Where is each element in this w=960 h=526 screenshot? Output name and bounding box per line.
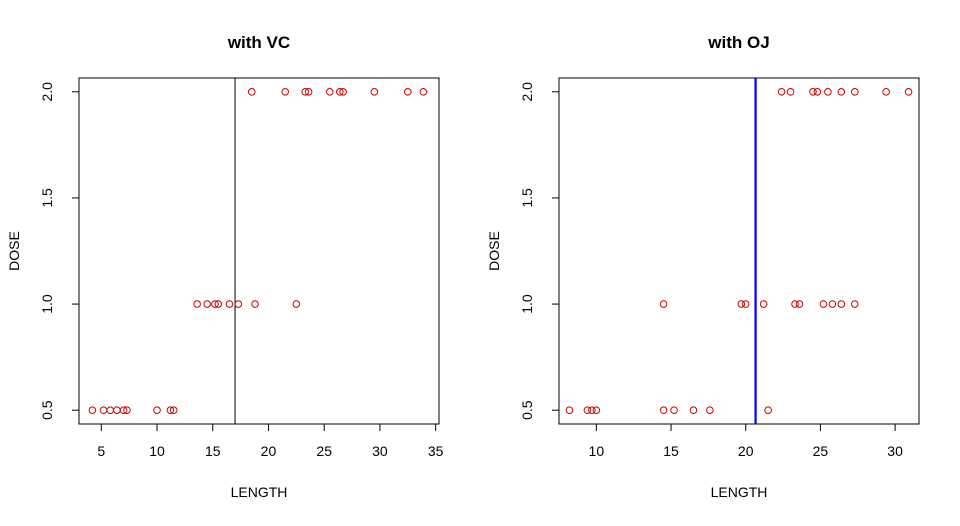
data-point	[809, 87, 817, 96]
chart-title: with VC	[227, 33, 290, 52]
data-point	[169, 406, 178, 415]
data-point	[203, 300, 211, 308]
data-point	[403, 87, 412, 96]
plot-frame	[558, 77, 920, 425]
plot-frame	[78, 77, 440, 425]
data-point	[786, 87, 795, 96]
y-tick-label: 2.0	[519, 82, 535, 102]
chart-title: with OJ	[707, 33, 769, 52]
y-tick-label: 1.0	[39, 294, 55, 314]
data-point	[247, 87, 256, 96]
x-tick-label: 20	[738, 443, 754, 459]
data-point	[828, 300, 837, 308]
data-point	[850, 87, 859, 96]
y-tick-label: 1.5	[519, 188, 535, 208]
x-tick-label: 25	[813, 443, 829, 459]
data-point	[419, 87, 428, 96]
y-tick-label: 0.5	[39, 400, 55, 420]
data-point	[764, 406, 772, 415]
x-axis-label: LENGTH	[711, 484, 768, 500]
data-point	[659, 406, 668, 415]
x-tick-label: 10	[149, 443, 165, 459]
x-tick-label: 5	[97, 443, 105, 459]
data-point	[370, 87, 379, 96]
x-tick-label: 30	[372, 443, 388, 459]
data-point	[850, 300, 859, 308]
data-point	[304, 87, 313, 96]
x-tick-label: 25	[316, 443, 332, 459]
data-point	[251, 300, 259, 308]
data-point	[166, 406, 175, 415]
x-tick-label: 35	[428, 443, 444, 459]
x-tick-label: 20	[261, 443, 277, 459]
data-point	[588, 406, 596, 415]
data-point	[336, 87, 344, 96]
data-point	[670, 406, 678, 415]
data-point	[706, 406, 714, 415]
data-point	[813, 87, 822, 96]
data-point	[737, 300, 746, 308]
y-tick-label: 0.5	[519, 400, 535, 420]
panel-oj: with OJ 10 15 20 25 30 0.5 1.0 1.5 2.0 LENGTH DOSE	[486, 33, 920, 500]
data-point	[119, 406, 128, 415]
data-point	[193, 300, 201, 308]
y-axis-label: DOSE	[6, 231, 22, 271]
data-point	[325, 87, 334, 96]
data-point	[281, 87, 289, 96]
y-tick-label: 2.0	[39, 82, 55, 102]
data-point	[904, 87, 913, 96]
data-point	[795, 300, 804, 308]
data-point	[214, 300, 223, 308]
data-point	[741, 300, 750, 308]
data-point	[882, 87, 890, 96]
data-point	[819, 300, 828, 308]
data-point	[88, 406, 97, 415]
data-point	[583, 406, 592, 415]
data-point	[153, 406, 161, 415]
data-point	[234, 300, 243, 308]
data-point	[106, 406, 115, 415]
data-point	[592, 406, 601, 415]
data-point	[759, 300, 768, 308]
data-point	[301, 87, 310, 96]
data-point	[211, 300, 219, 308]
data-point	[123, 406, 131, 415]
data-point	[777, 87, 786, 96]
x-tick-label: 10	[589, 443, 605, 459]
data-point	[837, 300, 846, 308]
data-point	[837, 87, 846, 96]
panel-vc: with VC 5 10 15 20 25 30 35 0.5 1.0 1.5 2.0 LENGTH DO…	[6, 33, 444, 500]
x-tick-label: 15	[205, 443, 221, 459]
data-point	[791, 300, 799, 308]
y-tick-label: 1.0	[519, 294, 535, 314]
data-point	[225, 300, 234, 308]
data-point	[339, 87, 347, 96]
data-point	[292, 300, 301, 308]
y-tick-label: 1.5	[39, 188, 55, 208]
data-point	[824, 87, 832, 96]
data-point	[689, 406, 698, 415]
data-point	[99, 406, 108, 415]
data-point	[113, 406, 121, 415]
data-point	[659, 300, 668, 308]
x-tick-label: 15	[663, 443, 679, 459]
x-axis-label: LENGTH	[231, 484, 288, 500]
x-tick-label: 30	[887, 443, 903, 459]
data-point	[565, 406, 574, 415]
y-axis-label: DOSE	[486, 231, 502, 271]
